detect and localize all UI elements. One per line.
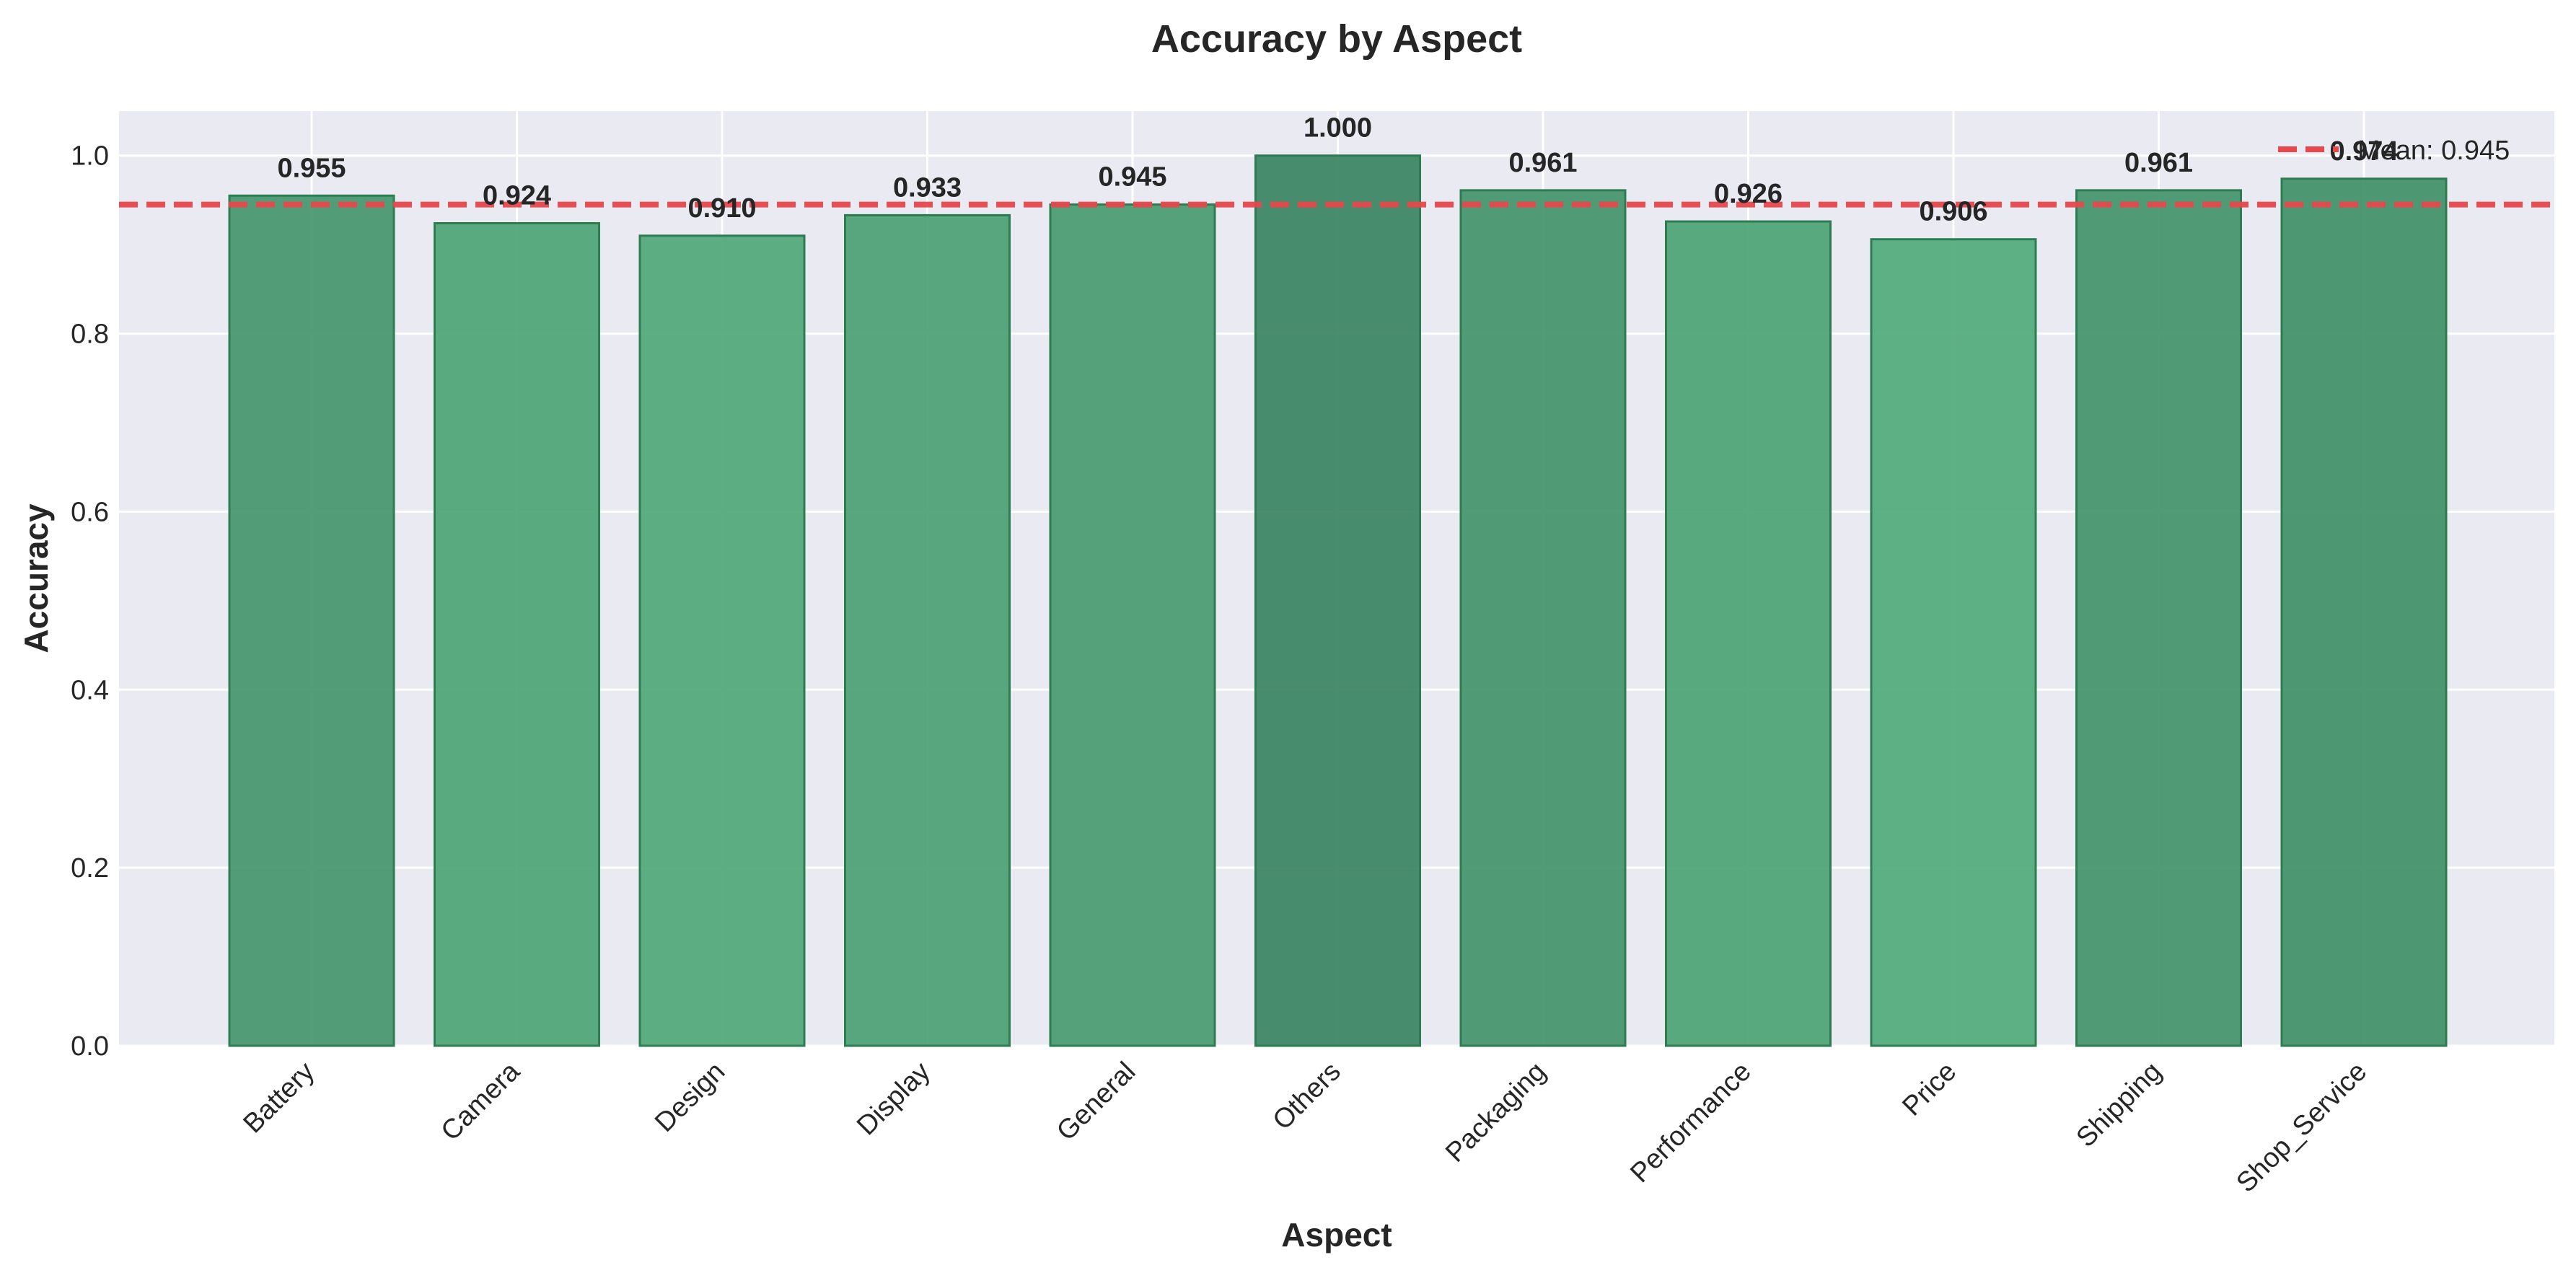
y-tick-label: 0.4: [71, 675, 109, 705]
y-tick-label: 0.8: [71, 320, 109, 350]
bar: [2280, 177, 2448, 1047]
bar-value-label: 0.906: [1919, 197, 1987, 227]
bar-value-label: 0.961: [2124, 148, 2193, 178]
y-tick-label: 0.6: [71, 497, 109, 527]
y-axis-ticks: 0.0 0.2 0.4 0.6 0.8 1.0: [71, 141, 109, 1062]
value-labels: 0.955 0.924 0.910 0.933 0.945 1.000 0.961 0.926…: [277, 113, 2398, 227]
bar: [1459, 189, 1627, 1047]
bar-value-label: 1.000: [1304, 113, 1372, 144]
bar: [1254, 154, 1421, 1047]
bar: [638, 234, 806, 1047]
bar-value-label: 0.933: [893, 172, 962, 203]
y-tick-label: 1.0: [71, 141, 109, 172]
bar: [1870, 238, 2037, 1047]
bar: [1665, 220, 1832, 1047]
bar: [1049, 203, 1216, 1047]
bar-value-label: 0.955: [277, 153, 346, 183]
bar-value-label: 0.974: [2329, 136, 2398, 167]
bar-value-label: 0.945: [1098, 162, 1166, 193]
bar: [2075, 189, 2242, 1047]
bar-value-label: 0.910: [687, 193, 756, 224]
legend: Mean: 0.945: [2278, 136, 2510, 166]
bar-value-label: 0.924: [483, 181, 551, 211]
bar: [434, 222, 600, 1047]
chart-title: Accuracy by Aspect: [1151, 17, 1522, 61]
y-axis-label: Accuracy: [17, 503, 55, 653]
bars: [228, 154, 2448, 1047]
bar-value-label: 0.926: [1714, 179, 1782, 209]
y-tick-label: 0.0: [71, 1031, 109, 1062]
bar-value-label: 0.961: [1508, 148, 1577, 178]
x-axis-label: Aspect: [1281, 1216, 1392, 1253]
bar: [228, 194, 395, 1047]
legend-mean-label: Mean: 0.945: [2357, 136, 2510, 166]
y-tick-label: 0.2: [71, 853, 109, 883]
bar: [844, 213, 1011, 1047]
